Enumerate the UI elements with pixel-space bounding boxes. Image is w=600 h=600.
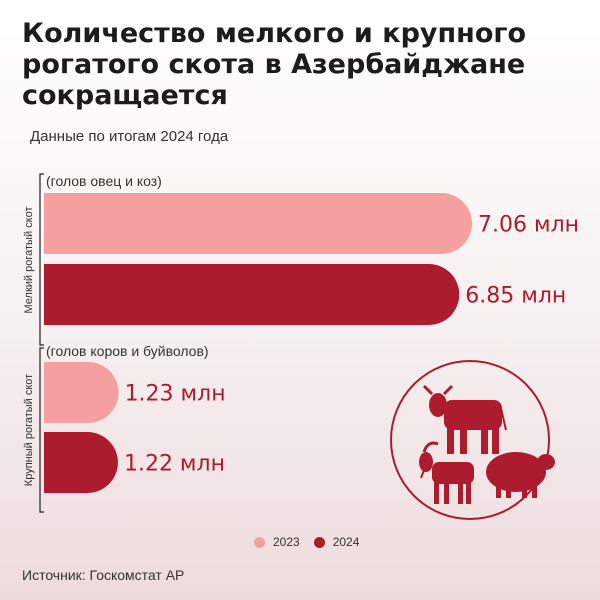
cow-icon [422, 384, 507, 454]
chart-subtitle: Данные по итогам 2024 года [30, 128, 229, 145]
livestock-illustration [390, 360, 555, 520]
bar-large-2023 [44, 362, 119, 423]
group-title-small: Мелкий рогатый скот [23, 207, 35, 314]
bar-small-2023 [44, 192, 472, 254]
sheep-icon [486, 452, 555, 498]
legend-label-2023: 2023 [273, 535, 300, 549]
group-title-large: Крупный рогатый скот [23, 374, 35, 486]
data-label-small-2023: 7.06 млн [478, 213, 579, 238]
chart-title: Количество мелкого и крупного рогатого с… [22, 18, 527, 111]
data-label-large-2024: 1.22 млн [124, 452, 225, 477]
data-label-small-2024: 6.85 млн [465, 284, 566, 309]
legend-swatch-2023 [254, 536, 265, 548]
legend: 2023 2024 [254, 535, 373, 549]
source-note: Источник: Госкомстат АР [22, 567, 185, 583]
bar-large-2024 [44, 432, 118, 493]
goat-icon [419, 441, 474, 504]
data-label-large-2023: 1.23 млн [125, 382, 226, 407]
legend-swatch-2024 [313, 536, 325, 548]
group-bracket-small [39, 173, 44, 346]
legend-label-2024: 2024 [332, 535, 360, 549]
legend-item-2023: 2023 [254, 535, 300, 549]
group-bracket-large [39, 347, 44, 513]
group-note-large: (голов коров и буйволов) [46, 343, 209, 359]
group-note-small: (голов овец и коз) [46, 173, 162, 189]
legend-item-2024: 2024 [313, 535, 360, 549]
bar-small-2024 [44, 264, 460, 325]
